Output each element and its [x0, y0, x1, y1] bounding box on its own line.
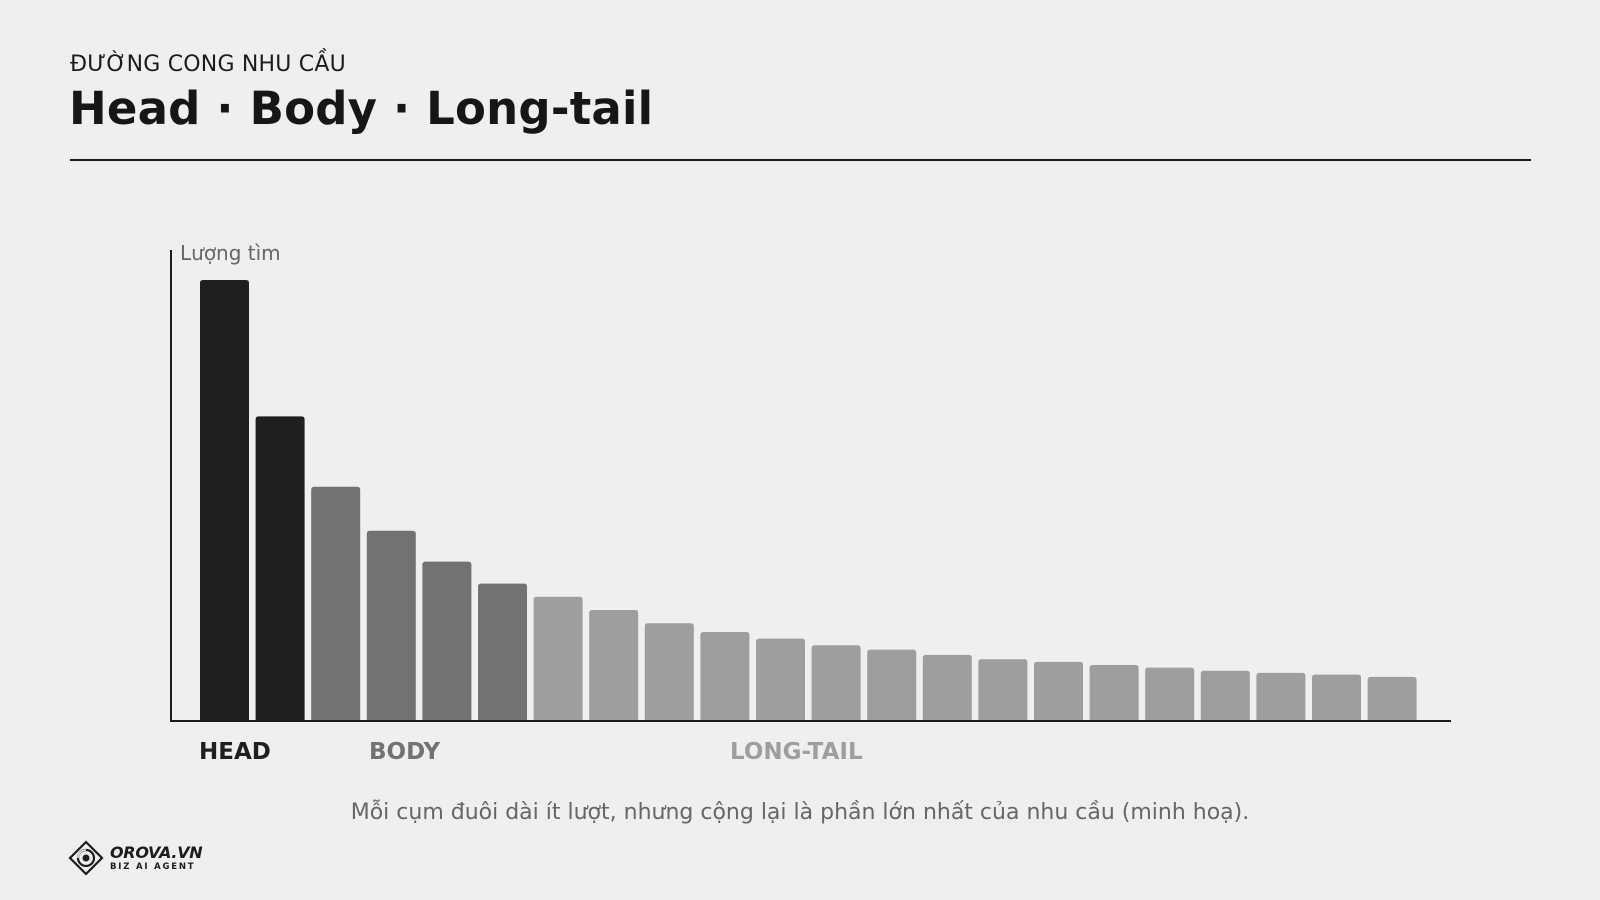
- chart-caption: Mỗi cụm đuôi dài ít lượt, nhưng cộng lại…: [350, 800, 1250, 825]
- bar-10: [700, 632, 750, 720]
- bar-20: [1256, 672, 1306, 720]
- bar-9: [644, 623, 694, 720]
- bar-5: [422, 561, 472, 720]
- segment-label-group: HEAD BODY LONG-TAIL: [199, 739, 863, 765]
- bar-4: [366, 530, 416, 720]
- bar-21: [1312, 674, 1361, 720]
- segment-label-long-tail: LONG-TAIL: [730, 739, 863, 765]
- bar-6: [478, 583, 527, 720]
- bar-11: [756, 638, 805, 720]
- bar-19: [1200, 670, 1250, 720]
- bar-15: [978, 659, 1028, 720]
- bar-12: [811, 645, 861, 720]
- bar-18: [1145, 667, 1195, 720]
- title-divider: [70, 159, 1531, 161]
- bar-group: [200, 280, 1417, 720]
- bar-3: [311, 486, 361, 720]
- page-title: Head · Body · Long-tail: [69, 82, 654, 135]
- bar-7: [533, 596, 583, 720]
- bar-2: [255, 416, 305, 720]
- logo-name: OROVA.VN: [110, 842, 203, 862]
- bar-16: [1034, 661, 1083, 720]
- bar-8: [589, 610, 639, 720]
- logo-tagline: BIZ AI AGENT: [110, 861, 196, 872]
- bar-13: [867, 649, 917, 720]
- bar-22: [1367, 676, 1417, 720]
- bar-14: [922, 654, 972, 720]
- orova-logo-icon: [68, 840, 104, 876]
- eyebrow-label: ĐƯỜNG CONG NHU CẦU: [70, 52, 346, 77]
- segment-label-head: HEAD: [199, 739, 271, 765]
- brand-logo[interactable]: OROVA.VN BIZ AI AGENT: [68, 838, 203, 878]
- y-axis-label: Lượng tìm: [180, 241, 281, 265]
- bar-17: [1089, 665, 1139, 720]
- segment-label-body: BODY: [369, 739, 441, 765]
- logo-text: OROVA.VN BIZ AI AGENT: [110, 842, 203, 872]
- bar-1: [200, 280, 249, 720]
